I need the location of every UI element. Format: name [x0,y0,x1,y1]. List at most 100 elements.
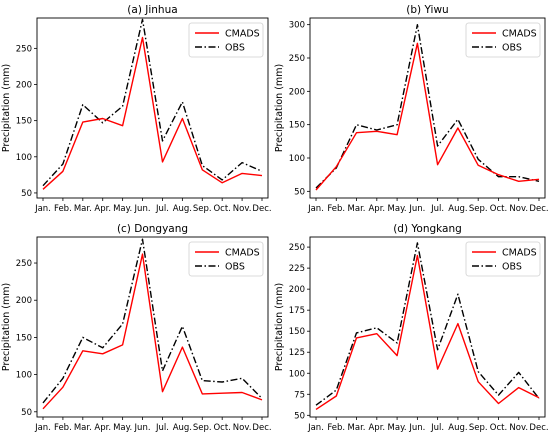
y-tick-label: 50 [294,411,305,421]
legend-box [465,22,541,58]
legend-label: OBS [502,43,522,54]
x-tick-label: Mar. [348,204,366,214]
x-tick-label: May. [113,423,132,433]
y-tick-label: 150 [16,117,32,127]
x-tick-label: Jul. [430,423,444,433]
y-tick-label: 100 [289,369,305,379]
y-axis-label: Precipitation (mm) [274,64,285,152]
x-tick-label: Jul. [155,204,169,214]
x-tick-label: Jun. [134,423,151,433]
legend: CMADS OBS [465,22,541,58]
x-tick-label: Sep. [193,204,212,214]
plot-frame [309,17,546,199]
chart-panel-4: (d) Yongkang Precipitation (mm) 50 75 100 125… [274,223,549,433]
y-tick-label: 175 [289,306,305,316]
y-tick-label: 100 [16,153,32,163]
legend-label: OBS [225,262,245,273]
x-tick-label: May. [388,204,407,214]
x-tick-label: Oct. [490,204,507,214]
x-tick-label: Jun. [408,204,425,214]
x-tick-label: Dec. [529,204,548,214]
x-tick-label: Jan. [307,423,324,433]
legend-label: OBS [502,262,522,273]
x-tick-label: Nov. [233,204,252,214]
y-axis-label: Precipitation (mm) [274,283,285,371]
x-tick-label: Apr. [368,423,385,433]
x-tick-label: Dec. [252,204,271,214]
chart-panel-1: (a) Jinhua Precipitation (mm) 50 100 150 200 2… [1,4,272,214]
x-tick-label: May. [113,204,132,214]
series-line-obs [42,238,263,404]
y-tick-label: 50 [21,408,32,418]
x-tick-label: Jan. [307,204,324,214]
y-tick-label: 150 [16,333,32,343]
y-tick-label: 200 [16,296,32,306]
chart-title: (a) Jinhua [127,4,177,16]
x-tick-label: Aug. [448,423,467,433]
x-tick-label: Aug. [448,204,467,214]
x-tick-label: Sep. [469,423,488,433]
series-line-obs [315,242,540,406]
x-tick-label: Apr. [94,204,111,214]
x-tick-label: Feb. [327,423,345,433]
y-tick-label: 250 [289,54,305,64]
legend-label: OBS [225,43,245,54]
plot-frame [309,236,546,418]
chart-title: (c) Dongyang [117,223,188,235]
y-tick-label: 200 [16,81,32,91]
y-axis-label: Precipitation (mm) [1,283,12,371]
legend-label: CMADS [225,248,260,259]
y-tick-label: 200 [289,87,305,97]
x-tick-label: May. [388,423,407,433]
series-line-cmads [315,42,540,191]
legend: CMADS OBS [188,241,264,277]
x-tick-label: Jun. [134,204,151,214]
x-tick-label: Jun. [408,423,425,433]
series-line-cmads [315,254,540,410]
x-tick-label: Apr. [94,423,111,433]
x-tick-label: Mar. [74,423,92,433]
x-tick-label: Feb. [54,423,72,433]
x-tick-label: Oct. [490,423,507,433]
legend: CMADS OBS [188,22,264,58]
legend-label: CMADS [225,29,260,40]
y-tick-label: 250 [289,243,305,253]
y-tick-label: 250 [16,259,32,269]
plot-frame [36,17,269,199]
x-tick-label: Nov. [233,423,252,433]
x-tick-label: Mar. [348,423,366,433]
y-tick-label: 300 [289,21,305,31]
series-line-obs [42,18,263,187]
y-axis-label: Precipitation (mm) [1,64,12,152]
y-tick-label: 100 [289,154,305,164]
y-tick-label: 250 [16,44,32,54]
plot-frame [36,236,269,418]
x-tick-label: Jul. [155,423,169,433]
series-line-obs [315,24,540,189]
x-tick-label: Nov. [509,204,528,214]
y-tick-label: 200 [289,285,305,295]
x-tick-label: Dec. [252,423,271,433]
x-tick-label: Feb. [54,204,72,214]
x-tick-label: Jan. [34,423,51,433]
y-tick-label: 50 [21,189,32,199]
legend-box [188,241,264,277]
x-tick-label: Aug. [173,423,192,433]
x-tick-label: Jan. [34,204,51,214]
x-tick-label: Oct. [213,423,230,433]
x-tick-label: Sep. [469,204,488,214]
legend-box [188,22,264,58]
x-tick-label: Mar. [74,204,92,214]
y-tick-label: 225 [289,264,305,274]
y-tick-label: 125 [289,348,305,358]
legend-label: CMADS [502,248,537,259]
x-tick-label: Sep. [193,423,212,433]
y-tick-label: 150 [289,121,305,131]
legend: CMADS OBS [465,241,541,277]
x-tick-label: Aug. [173,204,192,214]
x-tick-label: Nov. [509,423,528,433]
series-line-cmads [42,253,263,410]
legend-box [465,241,541,277]
y-tick-label: 150 [289,327,305,337]
